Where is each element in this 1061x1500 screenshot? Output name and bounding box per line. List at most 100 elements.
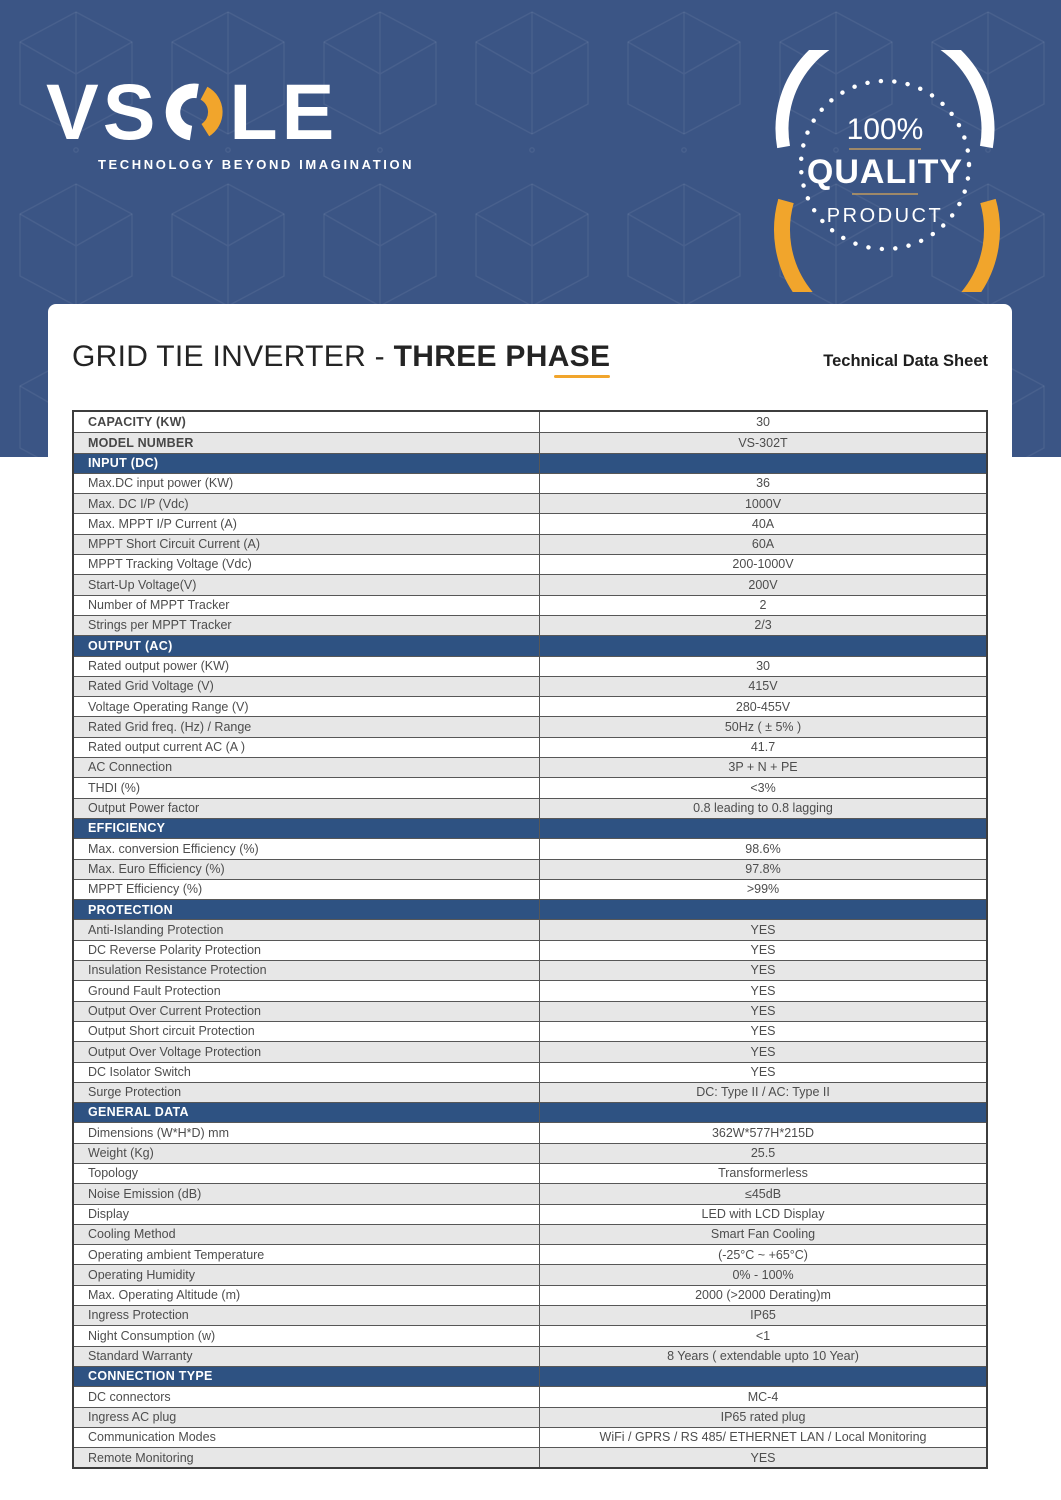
spec-label: CAPACITY (KW) — [74, 412, 541, 433]
spec-value — [540, 454, 986, 473]
spec-row: MPPT Short Circuit Current (A) 60A — [74, 533, 986, 555]
spec-label: Max. conversion Efficiency (%) — [74, 839, 541, 859]
badge-middle-text: QUALITY — [807, 153, 963, 191]
spec-value: 50Hz ( ± 5% ) — [724, 719, 802, 734]
spec-value: YES — [750, 1044, 776, 1059]
spec-value — [540, 900, 986, 919]
logo-letters-prefix: VS — [46, 67, 160, 156]
spec-label: Operating Humidity — [74, 1265, 541, 1285]
spec-value: YES — [750, 943, 776, 958]
spec-label: Ground Fault Protection — [74, 981, 541, 1001]
spec-value: 1000V — [744, 496, 782, 511]
spec-row: Standard Warranty 8 Years ( extendable up… — [74, 1345, 986, 1366]
spec-row: Rated output current AC (A ) 41.7 — [74, 736, 986, 758]
spec-value: YES — [750, 1024, 776, 1039]
spec-label: Ingress Protection — [74, 1306, 541, 1326]
spec-row: Start-Up Voltage(V) 200V — [74, 574, 986, 595]
spec-value: 98.6% — [745, 841, 781, 856]
spec-row: DC connectors MC-4 — [74, 1386, 986, 1407]
section-title: EFFICIENCY — [74, 818, 541, 839]
spec-row: Output Over Voltage Protection YES — [74, 1041, 986, 1062]
spec-value: YES — [750, 1064, 776, 1079]
spec-value: VS-302T — [738, 435, 788, 450]
spec-value: 280-455V — [735, 699, 791, 714]
spec-value: Transformerless — [718, 1166, 808, 1181]
brand-logo: VS LE TECHNOLOGY BEYOND IMAGINATION — [46, 72, 414, 172]
spec-value: 362W*577H*215D — [711, 1125, 815, 1140]
spec-label: Noise Emission (dB) — [74, 1184, 541, 1204]
spec-value: 8 Years ( extendable upto 10 Year) — [667, 1349, 859, 1364]
spec-label: DC Isolator Switch — [74, 1062, 541, 1082]
spec-row: Display LED with LCD Display — [74, 1203, 986, 1224]
badge-bottom-text: PRODUCT — [827, 205, 943, 227]
badge-top-text: 100% — [847, 113, 924, 146]
spec-row: Max. conversion Efficiency (%) 98.6% — [74, 838, 986, 859]
spec-label: Max.DC input power (KW) — [74, 473, 541, 494]
spec-row: Communication Modes WiFi / GPRS / RS 485/… — [74, 1426, 986, 1448]
spec-value: 41.7 — [750, 740, 776, 755]
spec-value: 40A — [751, 516, 775, 531]
spec-label: DC Reverse Polarity Protection — [74, 940, 541, 961]
spec-label: Operating ambient Temperature — [74, 1245, 541, 1265]
spec-label: Surge Protection — [74, 1082, 541, 1103]
page-title-bold: THREE PHASE — [393, 340, 611, 373]
spec-row: MPPT Efficiency (%) >99% — [74, 878, 986, 900]
spec-label: Output Short circuit Protection — [74, 1021, 541, 1042]
spec-label: Number of MPPT Tracker — [74, 595, 541, 615]
spec-row: Cooling Method Smart Fan Cooling — [74, 1223, 986, 1245]
spec-value: <3% — [750, 780, 776, 795]
spec-label: Standard Warranty — [74, 1346, 541, 1366]
spec-row: Night Consumption (w) <1 — [74, 1325, 986, 1346]
spec-value: >99% — [746, 882, 780, 897]
spec-label: Output Over Current Protection — [74, 1001, 541, 1021]
spec-value: WiFi / GPRS / RS 485/ ETHERNET LAN / Loc… — [599, 1430, 927, 1445]
logo-wordmark: VS LE — [46, 72, 414, 151]
section-header-row: PROTECTION — [74, 899, 986, 920]
spec-value: ≤45dB — [744, 1186, 782, 1201]
spec-value: YES — [750, 1004, 776, 1018]
spec-row: Noise Emission (dB) ≤45dB — [74, 1183, 986, 1204]
spec-value: YES — [750, 963, 776, 978]
spec-row: Operating ambient Temperature (-25°C ~ +6… — [74, 1244, 986, 1265]
section-title: INPUT (DC) — [74, 453, 541, 473]
spec-row: Ground Fault Protection YES — [74, 980, 986, 1001]
spec-value: 97.8% — [745, 861, 781, 876]
spec-value: 3P + N + PE — [728, 760, 798, 775]
spec-label: Ingress AC plug — [74, 1407, 541, 1427]
spec-label: Night Consumption (w) — [74, 1326, 541, 1346]
spec-value: (-25°C ~ +65°C) — [718, 1247, 808, 1262]
spec-row: Output Short circuit Protection YES — [74, 1020, 986, 1042]
page-title: GRID TIE INVERTER - THREE PHASE — [72, 340, 610, 374]
spec-value: MC-4 — [747, 1389, 779, 1404]
spec-value: Smart Fan Cooling — [710, 1227, 816, 1242]
badge-dotted-circle — [798, 78, 972, 252]
spec-value: 200V — [748, 577, 778, 592]
o-left-arc — [166, 82, 200, 140]
spec-value: 0.8 leading to 0.8 lagging — [693, 801, 833, 816]
spec-row: Ingress AC plug IP65 rated plug — [74, 1406, 986, 1427]
spec-row: MPPT Tracking Voltage (Vdc) 200-1000V — [74, 554, 986, 575]
spec-label: DC connectors — [74, 1387, 541, 1407]
spec-row: Topology Transformerless — [74, 1162, 986, 1184]
spec-label: MODEL NUMBER — [74, 433, 541, 453]
spec-row: Max.DC input power (KW) 36 — [74, 472, 986, 494]
split-ring-o-icon — [166, 82, 223, 140]
section-header-row: GENERAL DATA — [74, 1102, 986, 1123]
spec-label: Anti-Islanding Protection — [74, 920, 541, 940]
spec-row: CAPACITY (KW) 30 — [74, 412, 986, 433]
spec-table: CAPACITY (KW) 30 MODEL NUMBER VS-302T INPUT … — [72, 410, 988, 1470]
spec-label: Rated output current AC (A ) — [74, 737, 541, 758]
spec-label: Max. Operating Altitude (m) — [74, 1285, 541, 1306]
spec-label: Max. DC I/P (Vdc) — [74, 494, 541, 514]
spec-label: MPPT Efficiency (%) — [74, 879, 541, 900]
spec-row: AC Connection 3P + N + PE — [74, 757, 986, 778]
spec-value: 25.5 — [750, 1146, 776, 1161]
spec-value: LED with LCD Display — [701, 1206, 825, 1221]
badge-white-ring — [775, 50, 995, 149]
spec-value: 60A — [751, 537, 775, 552]
spec-label: Rated Grid Voltage (V) — [74, 676, 541, 697]
doc-type-label: Technical Data Sheet — [823, 352, 988, 370]
spec-label: Strings per MPPT Tracker — [74, 615, 541, 636]
spec-row: Number of MPPT Tracker 2 — [74, 594, 986, 615]
spec-row: DC Isolator Switch YES — [74, 1061, 986, 1082]
